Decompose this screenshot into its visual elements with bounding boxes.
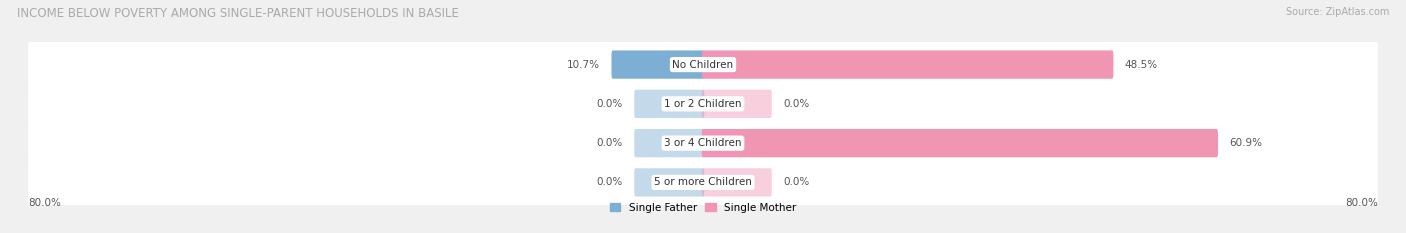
FancyBboxPatch shape	[702, 168, 772, 197]
FancyBboxPatch shape	[702, 90, 772, 118]
Text: 0.0%: 0.0%	[596, 138, 623, 148]
Text: 0.0%: 0.0%	[596, 177, 623, 187]
FancyBboxPatch shape	[28, 110, 1378, 176]
Text: 60.9%: 60.9%	[1229, 138, 1263, 148]
FancyBboxPatch shape	[612, 50, 704, 79]
Text: INCOME BELOW POVERTY AMONG SINGLE-PARENT HOUSEHOLDS IN BASILE: INCOME BELOW POVERTY AMONG SINGLE-PARENT…	[17, 7, 458, 20]
Text: 48.5%: 48.5%	[1125, 60, 1159, 70]
FancyBboxPatch shape	[702, 129, 1218, 157]
FancyBboxPatch shape	[702, 50, 1114, 79]
Text: 80.0%: 80.0%	[28, 198, 60, 208]
Text: Source: ZipAtlas.com: Source: ZipAtlas.com	[1285, 7, 1389, 17]
Text: 0.0%: 0.0%	[783, 99, 810, 109]
FancyBboxPatch shape	[634, 168, 704, 197]
FancyBboxPatch shape	[28, 150, 1378, 215]
Text: 10.7%: 10.7%	[567, 60, 600, 70]
FancyBboxPatch shape	[634, 129, 704, 157]
Text: 1 or 2 Children: 1 or 2 Children	[664, 99, 742, 109]
Legend: Single Father, Single Mother: Single Father, Single Mother	[610, 203, 796, 213]
Text: 0.0%: 0.0%	[783, 177, 810, 187]
Text: 0.0%: 0.0%	[596, 99, 623, 109]
Text: No Children: No Children	[672, 60, 734, 70]
Text: 3 or 4 Children: 3 or 4 Children	[664, 138, 742, 148]
Text: 5 or more Children: 5 or more Children	[654, 177, 752, 187]
Text: 80.0%: 80.0%	[1346, 198, 1378, 208]
FancyBboxPatch shape	[634, 90, 704, 118]
FancyBboxPatch shape	[28, 71, 1378, 137]
FancyBboxPatch shape	[28, 32, 1378, 97]
